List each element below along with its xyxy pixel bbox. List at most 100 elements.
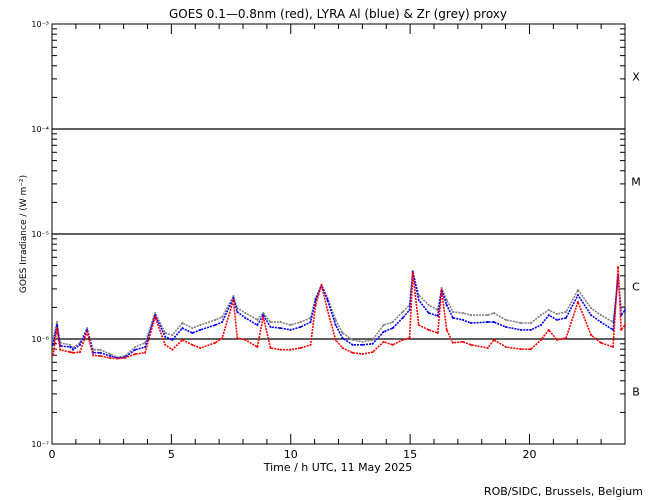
data-point-red (461, 340, 464, 343)
data-point-blue (599, 321, 602, 324)
series-line-red (52, 266, 626, 360)
x-tick-label: 5 (168, 448, 175, 461)
data-point-red (341, 347, 344, 350)
data-point-blue (445, 303, 448, 306)
data-point-red (262, 316, 265, 319)
data-point-grey (565, 310, 568, 313)
data-point-grey (486, 314, 489, 317)
data-point-red (56, 327, 59, 330)
data-point-blue (382, 330, 385, 333)
data-point-red (191, 343, 194, 346)
data-point-red (408, 337, 411, 340)
data-point-red (445, 328, 448, 331)
data-point-red (469, 343, 472, 346)
data-point-red (504, 345, 507, 348)
data-point-red (417, 323, 420, 326)
data-point-grey (171, 334, 174, 337)
data-point-red (334, 338, 337, 341)
y-tick-label: 10⁻⁶ (31, 335, 49, 344)
data-point-blue (98, 351, 101, 354)
data-point-red (519, 348, 522, 351)
data-point-grey (590, 307, 593, 310)
data-point-grey (451, 310, 454, 313)
flare-class-label: C (632, 281, 640, 294)
data-point-red (486, 347, 489, 350)
data-point-red (109, 356, 112, 359)
data-point-blue (565, 316, 568, 319)
data-point-red (326, 308, 329, 311)
data-point-red (164, 343, 167, 346)
data-point-blue (256, 323, 259, 326)
data-point-grey (289, 323, 292, 326)
data-point-red (116, 357, 119, 360)
data-point-red (269, 347, 272, 350)
data-point-grey (555, 313, 558, 316)
data-point-red (451, 341, 454, 344)
data-point-blue (326, 299, 329, 302)
data-point-red (576, 301, 579, 304)
flare-class-label: B (632, 386, 640, 399)
data-point-red (98, 354, 101, 357)
data-point-red (299, 347, 302, 350)
data-point-blue (436, 314, 439, 317)
data-point-red (86, 330, 89, 333)
data-point-grey (382, 323, 385, 326)
data-point-red (547, 328, 550, 331)
data-point-grey (279, 321, 282, 324)
data-point-grey (181, 322, 184, 325)
data-point-red (59, 348, 62, 351)
data-point-blue (391, 327, 394, 330)
data-point-grey (492, 311, 495, 314)
x-tick-label: 10 (284, 448, 298, 461)
data-point-grey (56, 321, 59, 324)
data-point-grey (391, 321, 394, 324)
data-point-red (539, 338, 542, 341)
data-point-blue (244, 316, 247, 319)
data-point-blue (262, 314, 265, 317)
data-point-blue (461, 318, 464, 321)
data-point-red (382, 340, 385, 343)
data-point-grey (440, 286, 443, 289)
data-point-red (214, 341, 217, 344)
data-point-red (256, 345, 259, 348)
data-point-red (351, 351, 354, 354)
data-point-grey (427, 303, 430, 306)
data-point-blue (171, 338, 174, 341)
data-point-grey (371, 338, 374, 341)
data-point-red (78, 351, 81, 354)
flare-class-label: X (632, 71, 640, 84)
data-point-blue (299, 326, 302, 329)
data-point-blue (555, 318, 558, 321)
data-point-blue (590, 314, 593, 317)
data-point-blue (269, 326, 272, 329)
data-point-blue (289, 328, 292, 331)
data-point-blue (408, 308, 411, 311)
data-point-red (236, 337, 239, 340)
data-point-grey (469, 314, 472, 317)
data-point-blue (314, 299, 317, 302)
data-point-red (440, 288, 443, 291)
data-point-grey (221, 316, 224, 319)
y-tick-label: 10⁻⁷ (31, 440, 49, 449)
data-point-blue (232, 296, 235, 299)
data-point-blue (154, 314, 157, 317)
data-point-blue (181, 327, 184, 330)
data-point-grey (256, 318, 259, 321)
data-point-grey (599, 314, 602, 317)
data-point-red (371, 351, 374, 354)
data-point-grey (341, 332, 344, 335)
data-point-red (555, 338, 558, 341)
data-point-grey (232, 294, 235, 297)
data-point-grey (401, 310, 404, 313)
data-point-blue (341, 337, 344, 340)
data-point-red (314, 303, 317, 306)
data-point-blue (361, 343, 364, 346)
data-point-grey (461, 311, 464, 314)
data-point-grey (361, 340, 364, 343)
data-point-blue (134, 348, 137, 351)
data-point-red (244, 338, 247, 341)
data-point-red (221, 337, 224, 340)
data-point-red (599, 341, 602, 344)
